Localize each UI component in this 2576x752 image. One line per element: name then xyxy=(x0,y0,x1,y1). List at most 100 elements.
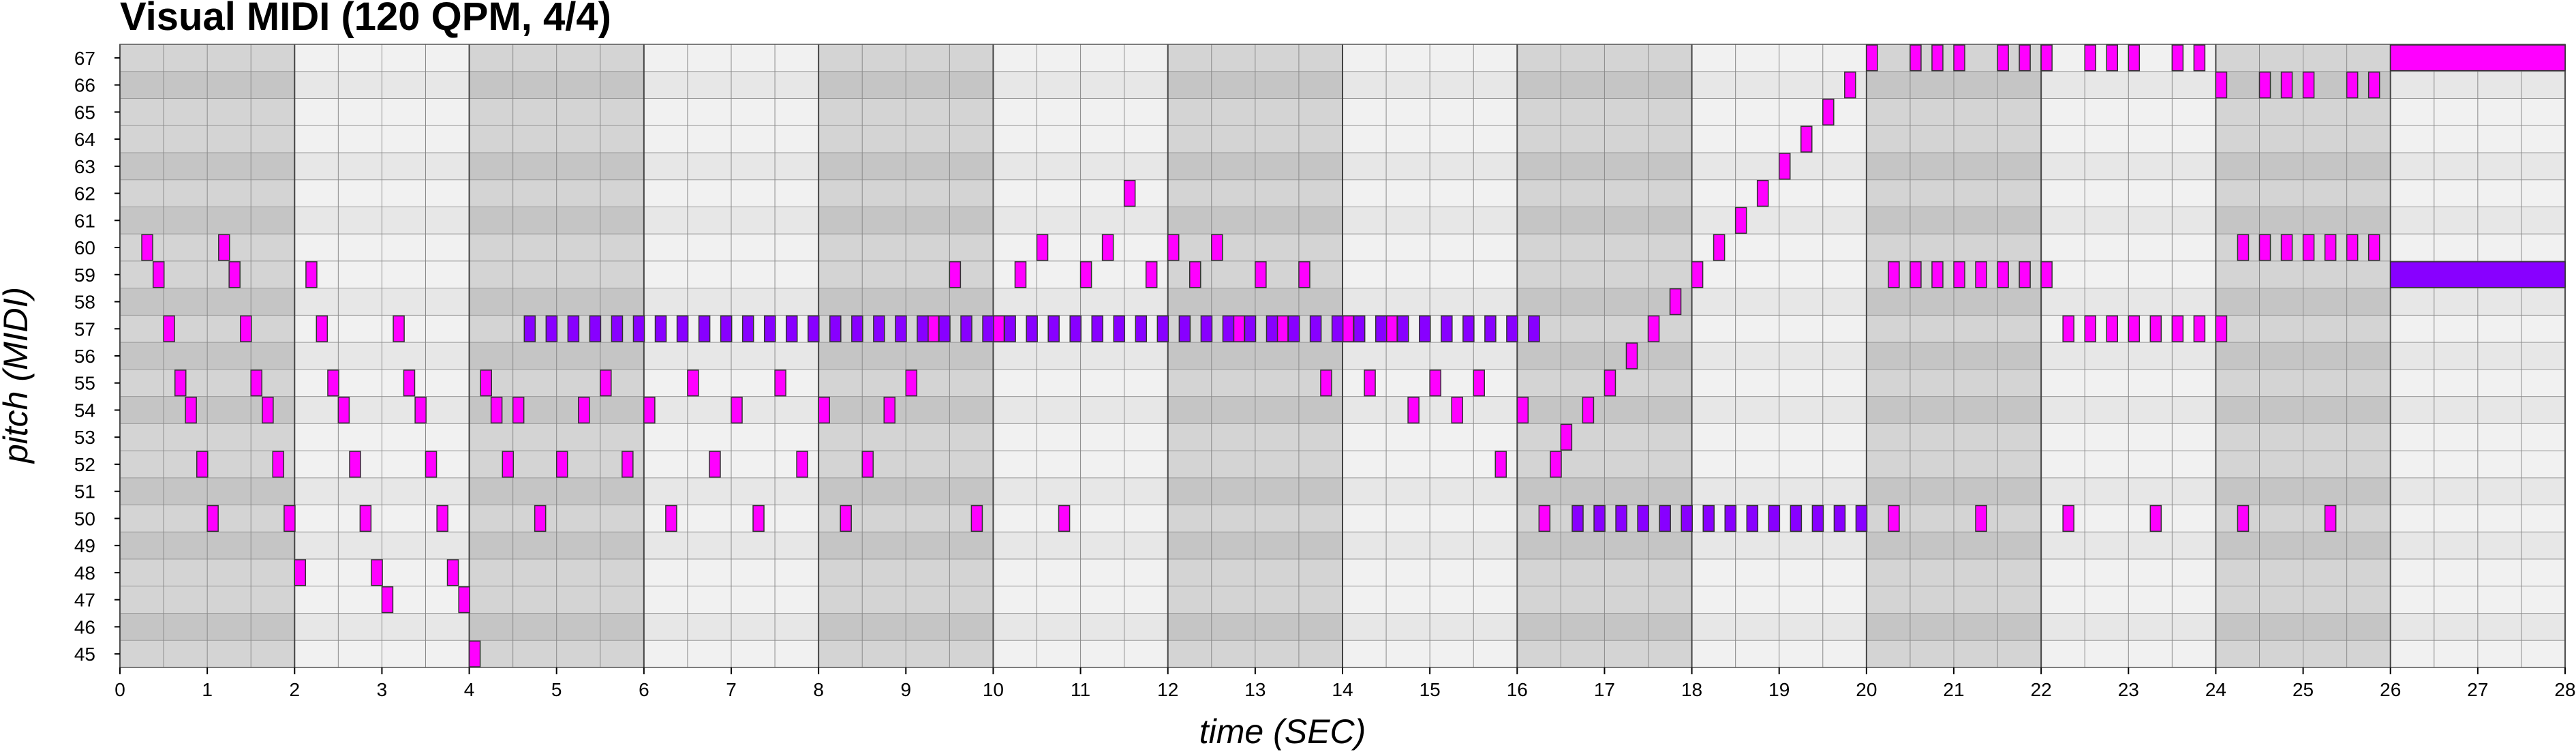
note-magenta xyxy=(502,451,515,478)
note-magenta xyxy=(1931,44,1944,72)
x-tick-label: 0 xyxy=(114,679,125,700)
note-magenta xyxy=(2040,261,2053,288)
x-tick-label: 18 xyxy=(1681,679,1702,700)
note-magenta xyxy=(1560,423,1573,451)
note-magenta xyxy=(2149,505,2162,532)
note-violet xyxy=(567,315,580,342)
note-violet xyxy=(1506,315,1518,342)
note-magenta xyxy=(643,396,656,424)
note-magenta xyxy=(2258,71,2271,99)
note-violet xyxy=(1462,315,1475,342)
note-violet xyxy=(895,315,907,342)
x-tick-label: 26 xyxy=(2380,679,2401,700)
y-tick-label: 46 xyxy=(74,616,95,637)
note-magenta xyxy=(1604,370,1616,397)
note-magenta xyxy=(1538,505,1551,532)
note-magenta xyxy=(2237,505,2250,532)
y-tick-label: 61 xyxy=(74,210,95,231)
note-magenta xyxy=(1494,451,1507,478)
note-magenta xyxy=(1364,370,1376,397)
note-magenta xyxy=(1647,315,1660,342)
y-tick-label: 66 xyxy=(74,75,95,96)
note-magenta xyxy=(152,261,165,288)
note-magenta xyxy=(2346,234,2359,261)
note-magenta xyxy=(2040,44,2053,72)
note-violet xyxy=(1615,505,1627,532)
grid-lines xyxy=(119,44,2566,668)
note-violet xyxy=(851,315,863,342)
y-tick-label: 57 xyxy=(74,318,95,340)
note-magenta xyxy=(141,234,153,261)
y-tick-label: 49 xyxy=(74,535,95,556)
note-violet xyxy=(1135,315,1148,342)
note-violet xyxy=(1790,505,1803,532)
note-violet xyxy=(1484,315,1497,342)
note-magenta xyxy=(425,451,438,478)
note-violet xyxy=(873,315,885,342)
note-magenta xyxy=(1669,288,1682,316)
note-magenta xyxy=(709,451,721,478)
y-tick-label: 45 xyxy=(74,644,95,665)
note-magenta xyxy=(305,261,318,288)
note-magenta xyxy=(206,505,219,532)
note-violet xyxy=(1724,505,1737,532)
note-magenta xyxy=(1167,234,1180,261)
note-magenta xyxy=(555,451,568,478)
note-violet xyxy=(1375,315,1387,342)
note-magenta xyxy=(1385,315,1398,342)
y-tick-label: 63 xyxy=(74,156,95,177)
note-violet xyxy=(829,315,842,342)
note-magenta xyxy=(512,396,525,424)
note-magenta xyxy=(480,370,492,397)
note-violet xyxy=(785,315,798,342)
note-violet xyxy=(1309,315,1322,342)
note-violet xyxy=(982,315,994,342)
note-magenta xyxy=(185,396,197,424)
note-violet xyxy=(1681,505,1693,532)
note-magenta xyxy=(2346,71,2359,99)
note-violet xyxy=(1026,315,1038,342)
note-magenta xyxy=(163,315,175,342)
note-magenta xyxy=(218,234,230,261)
note-violet xyxy=(1702,505,1715,532)
note-violet xyxy=(1156,315,1169,342)
note-violet xyxy=(1659,505,1671,532)
note-violet xyxy=(1200,315,1213,342)
note-magenta xyxy=(2106,315,2119,342)
x-tick-label: 15 xyxy=(1420,679,1441,700)
note-magenta xyxy=(1014,261,1027,288)
note-magenta xyxy=(2258,234,2271,261)
note-magenta xyxy=(2171,315,2184,342)
note-magenta xyxy=(1910,44,1922,72)
note-magenta xyxy=(2324,505,2337,532)
note-magenta xyxy=(1211,234,1223,261)
x-tick-label: 8 xyxy=(813,679,824,700)
note-magenta xyxy=(2062,505,2074,532)
note-violet xyxy=(763,315,776,342)
note-magenta xyxy=(2149,315,2162,342)
note-magenta xyxy=(1079,261,1092,288)
note-violet xyxy=(1178,315,1191,342)
note-magenta xyxy=(665,505,677,532)
note-violet xyxy=(1244,315,1257,342)
note-magenta xyxy=(2128,315,2141,342)
note-magenta xyxy=(1451,396,1463,424)
note-violet xyxy=(654,315,667,342)
note-violet xyxy=(1811,505,1824,532)
note-magenta xyxy=(327,370,339,397)
x-tick-label: 11 xyxy=(1071,679,1090,700)
y-tick-label: 64 xyxy=(74,129,95,150)
note-magenta xyxy=(228,261,241,288)
note-magenta xyxy=(381,586,394,614)
note-magenta xyxy=(578,396,590,424)
note-violet xyxy=(523,315,536,342)
notes-layer xyxy=(141,44,2566,667)
note-magenta xyxy=(403,370,416,397)
note-violet xyxy=(1287,315,1300,342)
y-tick-label: 50 xyxy=(74,508,95,529)
note-magenta xyxy=(2302,71,2315,99)
note-magenta xyxy=(1844,71,1856,99)
x-tick-label: 6 xyxy=(639,679,649,700)
note-magenta xyxy=(2128,44,2141,72)
note-magenta xyxy=(436,505,448,532)
